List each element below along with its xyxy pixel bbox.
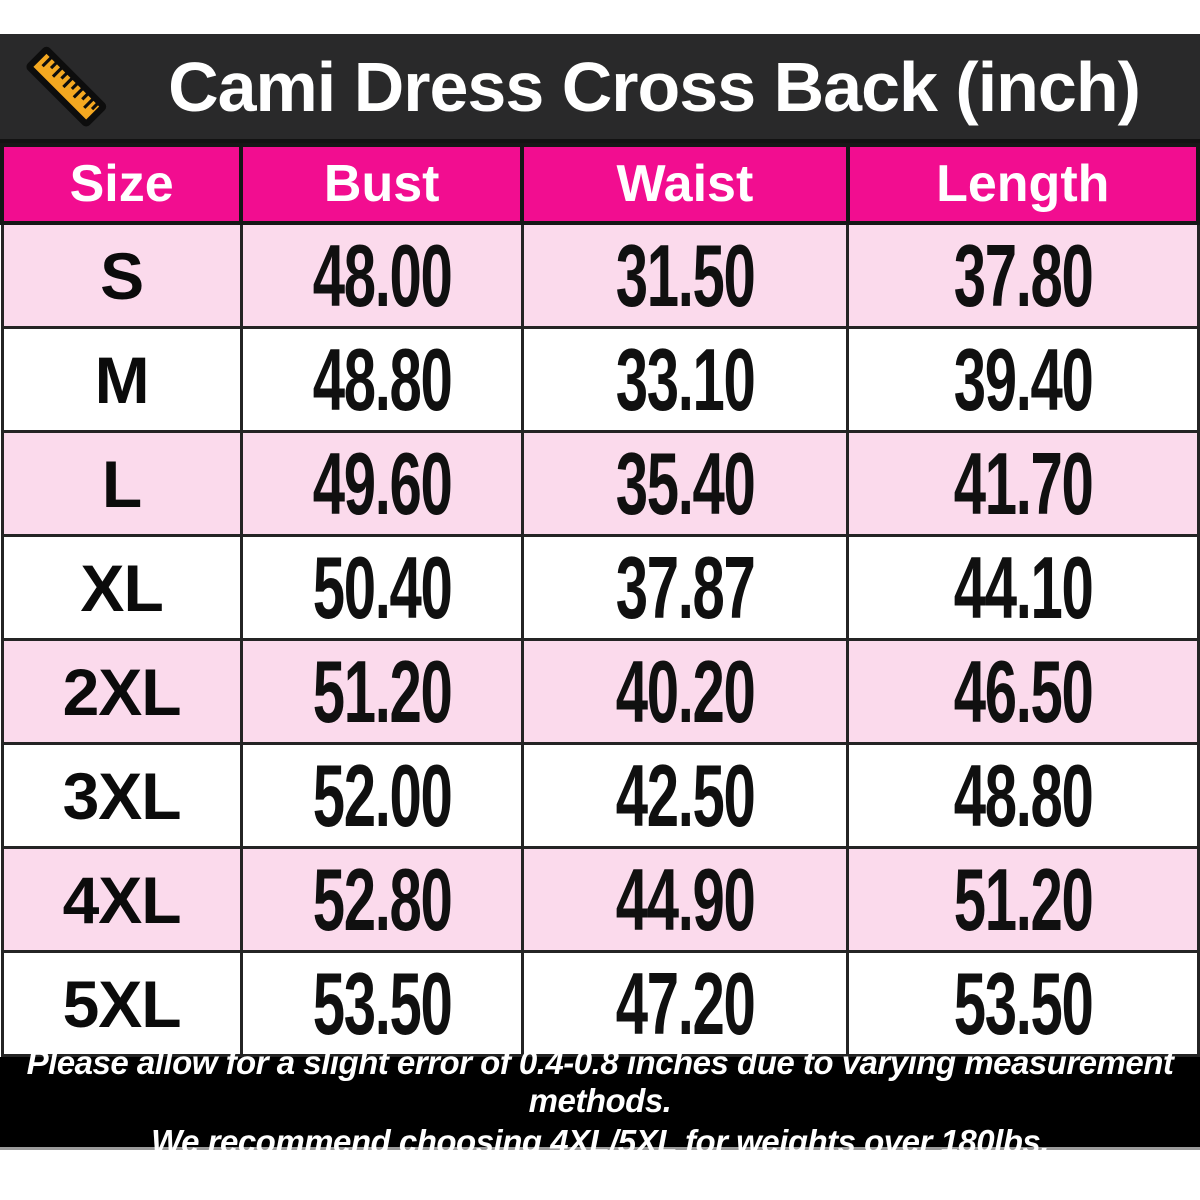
length-cell: 39.40 [953,329,1093,429]
table-row: 3XL 52.00 42.50 48.80 [0,742,1200,849]
waist-cell: 35.40 [615,433,756,533]
header-cell-waist: Waist [520,143,850,225]
table-row: 2XL 51.20 40.20 46.50 [0,638,1200,745]
length-cell: 51.20 [953,849,1093,949]
waist-cell: 47.20 [615,953,756,1053]
size-cell: 4XL [62,862,182,937]
size-cell: S [100,238,144,313]
size-cell: 3XL [62,758,182,833]
bust-cell: 52.00 [312,745,452,845]
size-table: Size Bust Waist Length S 48.00 31.50 37.… [0,143,1200,1057]
waist-cell: 40.20 [615,641,756,741]
length-cell: 46.50 [953,641,1093,741]
size-cell: XL [80,550,163,625]
title-bar: Cami Dress Cross Back (inch) [0,34,1200,143]
table-row: 5XL 53.50 47.20 53.50 [0,950,1200,1057]
waist-cell: 31.50 [615,225,756,325]
length-cell: 37.80 [953,225,1093,325]
length-cell: 41.70 [953,433,1093,533]
waist-cell: 37.87 [615,537,756,637]
length-cell: 48.80 [953,745,1093,845]
bust-cell: 48.80 [312,329,452,429]
bust-cell: 50.40 [312,537,452,637]
table-row: M 48.80 33.10 39.40 [0,326,1200,433]
header-cell-length: Length [845,143,1200,225]
table-row: XL 50.40 37.87 44.10 [0,534,1200,641]
size-cell: 2XL [62,654,182,729]
footer-note: Please allow for a slight error of 0.4-0… [0,1044,1200,1160]
waist-cell: 44.90 [615,849,756,949]
footer-note-line-2: We recommend choosing 4XL/5XL for weight… [151,1122,1049,1160]
waist-cell: 33.10 [615,329,756,429]
table-row: 4XL 52.80 44.90 51.20 [0,846,1200,953]
page-title: Cami Dress Cross Back (inch) [168,47,1141,126]
size-cell: 5XL [62,966,182,1041]
bust-cell: 53.50 [312,953,452,1053]
bust-cell: 49.60 [312,433,452,533]
bust-cell: 51.20 [312,641,452,741]
ruler-icon [18,39,114,135]
size-chart-sheet: Cami Dress Cross Back (inch) Size Bust W… [0,34,1200,1160]
size-cell: L [101,446,142,521]
table-header-row: Size Bust Waist Length [0,143,1200,225]
size-cell: M [94,342,150,417]
header-cell-size: Size [0,143,244,225]
bust-cell: 52.80 [312,849,452,949]
bust-cell: 48.00 [312,225,452,325]
length-cell: 44.10 [953,537,1093,637]
table-row: S 48.00 31.50 37.80 [0,221,1200,329]
footer-note-line-1: Please allow for a slight error of 0.4-0… [26,1043,1174,1119]
header-cell-bust: Bust [239,143,525,225]
length-cell: 53.50 [953,953,1093,1053]
waist-cell: 42.50 [615,745,756,845]
table-row: L 49.60 35.40 41.70 [0,430,1200,537]
